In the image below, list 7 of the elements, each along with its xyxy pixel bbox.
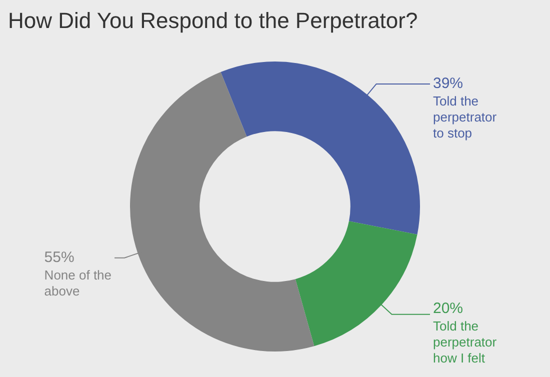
slice-label: Told the perpetrator how I felt [433, 318, 498, 366]
slice-label: Told the perpetrator to stop [433, 94, 498, 141]
data-label: 55% [44, 248, 74, 266]
slice-label: None of the above [44, 267, 112, 298]
data-label: 39% [433, 75, 464, 92]
chart-title: How Did You Respond to the Perpetrator? [8, 8, 418, 34]
data-label: 20% [433, 300, 464, 318]
